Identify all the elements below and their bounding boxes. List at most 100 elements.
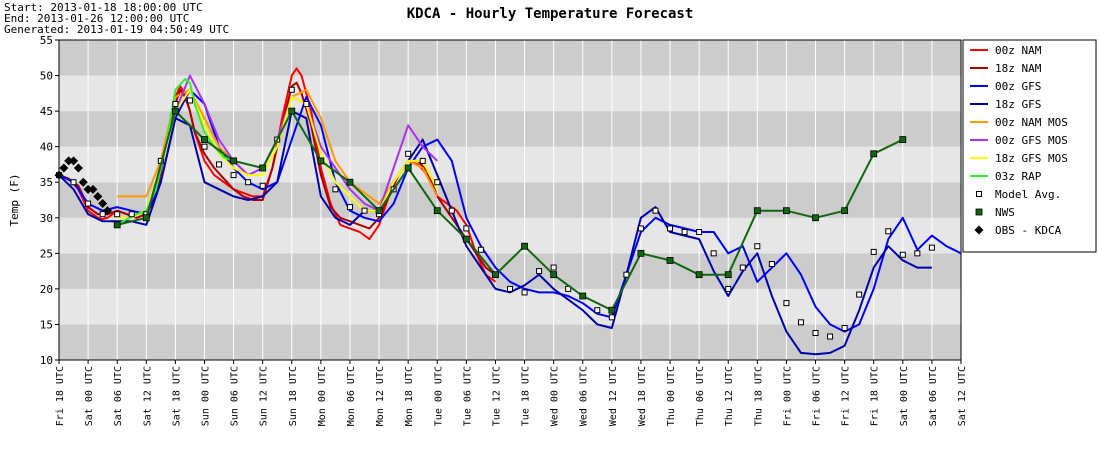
y-tick-label: 40 bbox=[40, 141, 53, 154]
generated-time-label: Generated: 2013-01-19 04:50:49 UTC bbox=[4, 23, 230, 36]
data-point bbox=[681, 229, 688, 235]
data-point bbox=[99, 211, 106, 218]
data-point bbox=[870, 248, 877, 255]
x-tick-label: Sat 00 UTC bbox=[899, 366, 910, 426]
legend-label: 18z GFS MOS bbox=[995, 152, 1068, 165]
data-point bbox=[259, 164, 267, 172]
legend-item: 00z GFS bbox=[970, 80, 1041, 93]
x-tick-label: Tue 12 UTC bbox=[491, 366, 502, 426]
y-tick-label: 15 bbox=[40, 318, 53, 331]
data-point bbox=[303, 101, 310, 107]
data-point bbox=[768, 261, 775, 267]
x-tick-label: Sat 06 UTC bbox=[113, 366, 124, 426]
data-point bbox=[288, 107, 296, 115]
x-tick-label: Fri 06 UTC bbox=[812, 366, 823, 426]
data-point bbox=[914, 250, 921, 257]
data-point bbox=[652, 207, 659, 214]
data-point bbox=[346, 178, 354, 186]
data-point bbox=[696, 229, 703, 235]
legend-item: NWS bbox=[975, 206, 1015, 219]
legend-label: 00z NAM MOS bbox=[995, 116, 1068, 129]
x-tick-label: Mon 18 UTC bbox=[404, 366, 415, 426]
background-band bbox=[59, 146, 961, 183]
data-point bbox=[870, 150, 878, 158]
legend-item: 18z NAM bbox=[970, 62, 1042, 75]
background-band bbox=[59, 40, 961, 76]
data-point bbox=[695, 271, 703, 279]
data-point bbox=[332, 186, 339, 193]
data-point bbox=[812, 214, 819, 222]
legend-swatch bbox=[974, 225, 984, 235]
data-point bbox=[88, 184, 98, 194]
data-point bbox=[739, 264, 746, 271]
data-point bbox=[899, 251, 906, 258]
legend-label: Model Avg. bbox=[995, 188, 1061, 201]
data-point bbox=[102, 206, 112, 216]
y-tick-label: 30 bbox=[40, 212, 53, 225]
legend-item: 00z NAM MOS bbox=[970, 116, 1068, 129]
data-point bbox=[841, 325, 848, 331]
x-tick-label: Mon 12 UTC bbox=[375, 366, 386, 426]
data-point bbox=[230, 157, 237, 165]
data-point bbox=[93, 191, 103, 201]
series-nws bbox=[113, 107, 907, 314]
data-point bbox=[477, 246, 484, 253]
legend-item: Model Avg. bbox=[976, 188, 1061, 201]
data-point bbox=[172, 101, 179, 107]
data-point bbox=[201, 136, 208, 143]
data-point bbox=[754, 243, 761, 250]
legend-label: 00z GFS bbox=[995, 80, 1041, 93]
data-point bbox=[797, 319, 804, 326]
data-point bbox=[841, 207, 849, 215]
data-point bbox=[753, 207, 761, 215]
x-tick-label: Mon 00 UTC bbox=[317, 366, 328, 426]
data-point bbox=[783, 300, 790, 307]
series-18z-gfs bbox=[58, 110, 932, 356]
data-point bbox=[827, 333, 834, 340]
data-point bbox=[54, 170, 64, 180]
data-point bbox=[317, 157, 325, 165]
data-point bbox=[404, 164, 412, 172]
x-tick-label: Wed 18 UTC bbox=[637, 366, 648, 426]
data-point bbox=[448, 207, 455, 214]
x-tick-label: Sat 00 UTC bbox=[84, 366, 95, 426]
data-point bbox=[725, 285, 732, 292]
data-point bbox=[434, 179, 441, 186]
x-tick-label: Tue 00 UTC bbox=[433, 366, 444, 426]
data-point bbox=[594, 307, 601, 314]
plot-frame bbox=[58, 39, 962, 361]
data-point bbox=[724, 271, 732, 279]
background-band bbox=[59, 253, 961, 289]
data-point bbox=[885, 228, 892, 235]
x-tick-label: Sun 06 UTC bbox=[230, 366, 241, 426]
data-point bbox=[346, 204, 353, 211]
x-tick-label: Thu 18 UTC bbox=[753, 366, 764, 426]
data-point bbox=[899, 136, 907, 143]
legend-item: 00z GFS MOS bbox=[970, 134, 1068, 147]
background-band bbox=[59, 182, 961, 218]
data-point bbox=[78, 177, 88, 187]
data-point bbox=[245, 179, 252, 186]
data-point bbox=[216, 161, 223, 168]
data-point bbox=[142, 214, 150, 222]
data-point bbox=[85, 200, 92, 207]
data-point bbox=[230, 172, 237, 179]
series-line bbox=[116, 110, 904, 312]
data-point bbox=[608, 306, 616, 314]
x-tick-label: Tue 18 UTC bbox=[521, 366, 532, 426]
y-tick-label: 10 bbox=[40, 354, 53, 367]
legend-label: 00z NAM bbox=[995, 44, 1042, 57]
legend-item: 18z GFS MOS bbox=[970, 152, 1068, 165]
legend-label: 18z NAM bbox=[995, 62, 1042, 75]
data-point bbox=[783, 207, 790, 215]
data-point bbox=[73, 163, 83, 173]
x-tick-label: Tue 06 UTC bbox=[462, 366, 473, 426]
legend-item: 03z RAP bbox=[970, 170, 1042, 183]
y-axis-label: Temp (F) bbox=[8, 174, 21, 227]
start-time-label: Start: 2013-01-18 18:00:00 UTC bbox=[4, 1, 203, 14]
data-point bbox=[128, 211, 135, 218]
x-tick-label: Thu 12 UTC bbox=[724, 366, 735, 426]
x-tick-label: Sat 06 UTC bbox=[928, 366, 939, 426]
legend-swatch bbox=[976, 191, 982, 197]
